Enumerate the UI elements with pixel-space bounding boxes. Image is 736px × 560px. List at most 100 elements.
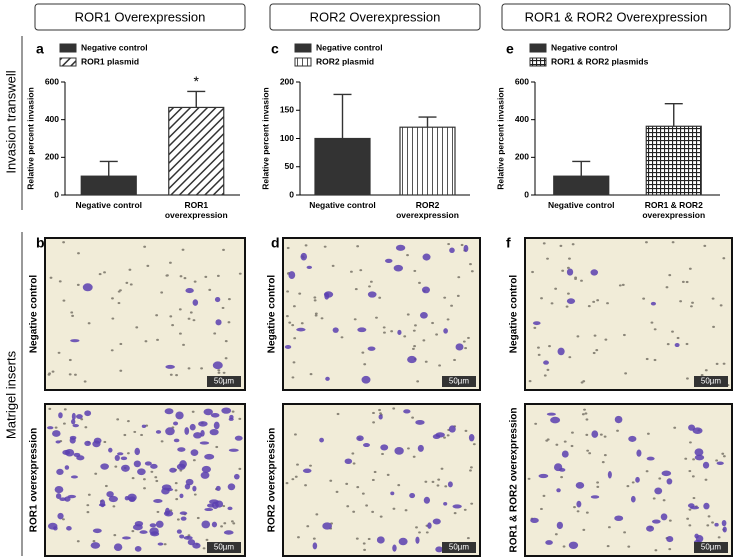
pore <box>621 283 625 286</box>
cell <box>76 455 85 461</box>
pore <box>200 367 203 370</box>
cell <box>54 485 64 494</box>
pore <box>717 536 721 539</box>
y-tick-label: 600 <box>45 76 59 86</box>
legend-label: Negative control <box>551 42 618 52</box>
pore <box>144 340 148 343</box>
pore <box>411 416 414 419</box>
cell <box>409 492 416 499</box>
pore <box>196 516 200 520</box>
pore <box>179 332 182 335</box>
pore <box>412 347 415 350</box>
pore <box>566 266 570 269</box>
pore <box>546 368 550 371</box>
pore <box>371 478 375 482</box>
pore <box>447 242 451 246</box>
pore <box>443 436 446 439</box>
pore <box>691 301 694 304</box>
pore <box>412 329 416 332</box>
scale-label: 50µm <box>449 377 470 386</box>
pore <box>570 444 574 448</box>
pore <box>74 373 77 376</box>
pore <box>175 374 178 377</box>
cell <box>566 298 576 305</box>
pore <box>126 452 130 455</box>
x-tick-label-box: Negative control <box>75 200 142 210</box>
pore <box>193 280 197 283</box>
cell <box>421 286 431 294</box>
cell <box>179 511 188 515</box>
pore <box>155 479 159 483</box>
pore <box>313 296 317 299</box>
cell <box>133 460 141 468</box>
pore <box>222 504 226 508</box>
cell <box>122 536 131 540</box>
cell <box>448 425 456 433</box>
pore <box>116 418 120 421</box>
pore <box>540 507 543 511</box>
pore <box>567 292 570 295</box>
pore <box>460 243 464 247</box>
cell <box>427 522 432 529</box>
cell <box>362 442 370 448</box>
pore <box>221 306 225 310</box>
panel-letter: b <box>36 235 45 251</box>
pore <box>187 534 191 537</box>
pore <box>585 418 589 421</box>
cell <box>435 546 443 553</box>
pore <box>412 455 416 458</box>
pore <box>86 511 90 514</box>
pore <box>340 336 344 339</box>
cell <box>69 437 76 444</box>
cell <box>422 253 431 261</box>
pore <box>424 360 428 363</box>
pore <box>595 349 599 352</box>
cell <box>180 516 187 521</box>
cell <box>108 495 118 503</box>
pore <box>406 254 409 257</box>
pore <box>563 440 567 443</box>
cell <box>155 430 162 434</box>
cell <box>70 475 78 479</box>
y-tick-label: 50 <box>285 161 295 171</box>
cell <box>213 421 220 430</box>
cell <box>134 447 141 456</box>
cell <box>674 342 680 348</box>
cell <box>432 518 441 525</box>
cell <box>357 327 367 333</box>
pore <box>312 537 316 540</box>
pore <box>531 270 534 274</box>
cell <box>59 497 67 502</box>
pore <box>117 301 121 305</box>
pore <box>386 473 390 476</box>
pore <box>285 482 289 485</box>
cell <box>356 435 364 442</box>
pore <box>646 432 650 435</box>
micrograph <box>282 237 481 391</box>
pore <box>285 314 289 318</box>
cell <box>296 327 306 332</box>
pore <box>143 487 146 490</box>
cell <box>532 321 541 326</box>
pore <box>368 285 371 288</box>
pore <box>367 537 371 541</box>
y-tick-label: 600 <box>515 76 529 86</box>
pore <box>298 292 302 295</box>
pore <box>722 455 726 458</box>
pore <box>662 499 666 502</box>
pore <box>315 513 319 516</box>
micrograph <box>524 237 733 391</box>
pore <box>554 287 558 290</box>
pore <box>146 264 150 267</box>
pore <box>576 510 580 513</box>
pore <box>587 305 591 308</box>
cell <box>175 411 184 420</box>
panel-letter: d <box>271 235 280 251</box>
cell <box>395 244 406 251</box>
pore <box>80 418 84 421</box>
cell <box>228 417 234 421</box>
pore <box>562 545 566 548</box>
pore <box>397 483 401 487</box>
pore <box>665 286 669 289</box>
pore <box>603 435 607 438</box>
